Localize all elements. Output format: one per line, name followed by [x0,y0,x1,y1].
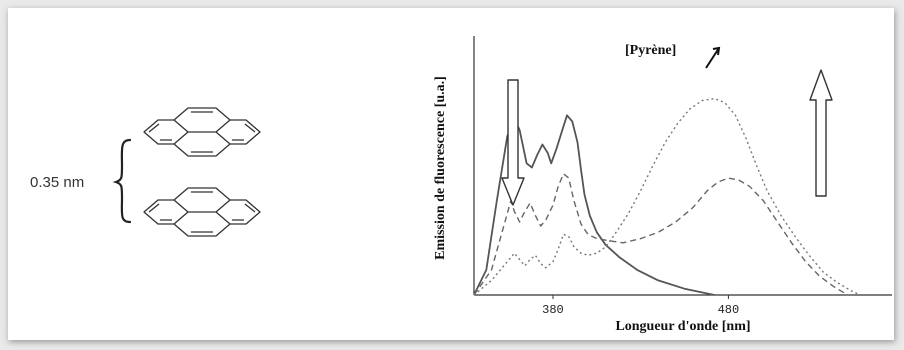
up-arrow-icon [809,69,833,197]
x-axis-label: Longueur d'onde [nm] [615,319,750,334]
pyrene-molecule-bottom [143,187,261,237]
curly-brace [112,138,132,224]
separation-label: 0.35 nm [30,174,84,191]
y-axis-label: Emission de fluorescence [u.a.] [433,76,448,260]
series-line-dotted [473,97,861,296]
x-tick-label: 380 [542,303,564,317]
increase-arrow-small [705,46,721,69]
series-line-short-dash [473,173,849,296]
pyrene-concentration-annotation: [Pyrène] [625,43,676,58]
down-arrow-icon [501,79,525,206]
emission-spectrum-chart: 380 480 Emission de fluorescence [u.a.] L… [433,36,892,334]
x-tick-label: 480 [718,303,740,317]
pyrene-dimer-structure [143,107,261,237]
figure-frame: 0.35 nm 380 480 Emission de fluorescence … [8,8,894,340]
figure-canvas: 0.35 nm 380 480 Emission de fluorescence … [30,36,892,334]
pyrene-molecule-top [143,107,261,157]
